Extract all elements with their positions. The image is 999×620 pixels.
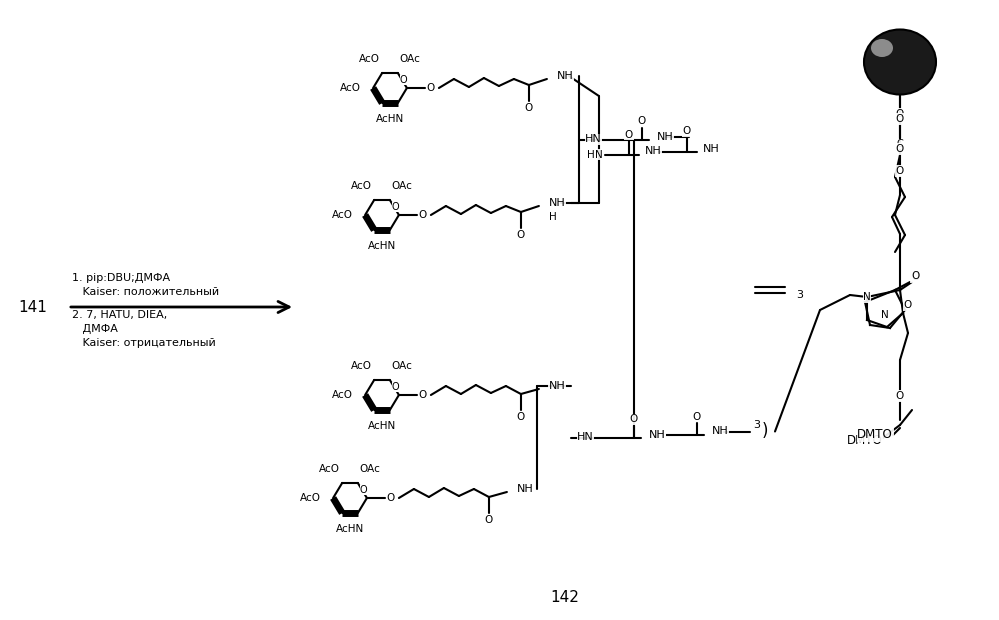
Text: O: O (896, 114, 904, 124)
Text: AcO: AcO (300, 493, 321, 503)
Text: NH: NH (657, 131, 673, 141)
Text: O: O (692, 412, 701, 422)
Text: O: O (896, 109, 904, 119)
Text: O: O (360, 485, 368, 495)
Text: C: C (897, 139, 903, 149)
Text: AcO: AcO (320, 464, 341, 474)
Text: O: O (516, 230, 525, 240)
Text: O: O (682, 126, 691, 136)
Text: O: O (624, 130, 633, 140)
Text: HN: HN (585, 135, 602, 144)
Text: O: O (629, 415, 638, 425)
Text: O: O (387, 493, 395, 503)
Text: OAc: OAc (392, 181, 413, 191)
Text: O: O (912, 271, 920, 281)
Text: NH: NH (712, 427, 728, 436)
Text: AcO: AcO (352, 361, 373, 371)
Text: AcO: AcO (332, 210, 353, 220)
Text: O: O (637, 117, 646, 126)
Text: O: O (400, 76, 408, 86)
Text: O: O (904, 300, 912, 310)
Text: NH: NH (556, 71, 573, 81)
Text: O: O (392, 203, 400, 213)
Text: N: N (881, 310, 889, 320)
Text: HN: HN (577, 433, 593, 443)
Text: OAc: OAc (400, 54, 421, 64)
Text: ДМФА: ДМФА (72, 324, 118, 334)
Text: O: O (485, 515, 494, 525)
Text: O: O (896, 391, 904, 401)
Text: N: N (863, 292, 871, 302)
Text: NH: NH (516, 484, 533, 494)
Text: AcHN: AcHN (368, 241, 397, 251)
Text: AcO: AcO (332, 390, 353, 400)
Text: NH: NH (703, 143, 719, 154)
Text: O: O (911, 272, 919, 282)
Text: Kaiser: положительный: Kaiser: положительный (72, 287, 219, 297)
Text: NH: NH (649, 430, 665, 440)
Ellipse shape (871, 39, 893, 57)
Text: AcO: AcO (340, 83, 361, 93)
Text: 2. 7, HATU, DIEA,: 2. 7, HATU, DIEA, (72, 310, 167, 320)
Text: Kaiser: отрицательный: Kaiser: отрицательный (72, 338, 216, 348)
Text: O: O (392, 383, 400, 392)
Text: O: O (896, 144, 904, 154)
Text: OAc: OAc (392, 361, 413, 371)
Text: 3: 3 (796, 290, 803, 300)
Text: NH: NH (548, 381, 565, 391)
Text: O: O (427, 83, 435, 93)
Text: AcHN: AcHN (336, 524, 364, 534)
Text: DMTO: DMTO (847, 433, 883, 446)
Text: 3: 3 (753, 420, 760, 430)
Text: NH: NH (649, 430, 665, 440)
Text: 141: 141 (18, 299, 47, 314)
Ellipse shape (864, 30, 936, 94)
Text: O: O (419, 390, 427, 400)
Text: H: H (548, 212, 556, 222)
Text: O: O (516, 412, 525, 422)
Text: 142: 142 (550, 590, 579, 604)
Text: N: N (595, 149, 602, 159)
Text: O: O (419, 210, 427, 220)
Text: H: H (587, 149, 594, 159)
Text: O: O (524, 103, 533, 113)
Text: AcO: AcO (352, 181, 373, 191)
Text: NH: NH (548, 198, 565, 208)
Text: 1. pip:DBU;ДМФА: 1. pip:DBU;ДМФА (72, 273, 170, 283)
Text: ): ) (762, 422, 768, 440)
Text: AcHN: AcHN (368, 421, 397, 431)
Text: NH: NH (645, 146, 661, 156)
Text: AcHN: AcHN (376, 114, 405, 124)
Text: AcO: AcO (360, 54, 381, 64)
Text: DMTO: DMTO (857, 428, 893, 441)
Text: O: O (896, 166, 904, 176)
Text: OAc: OAc (360, 464, 381, 474)
